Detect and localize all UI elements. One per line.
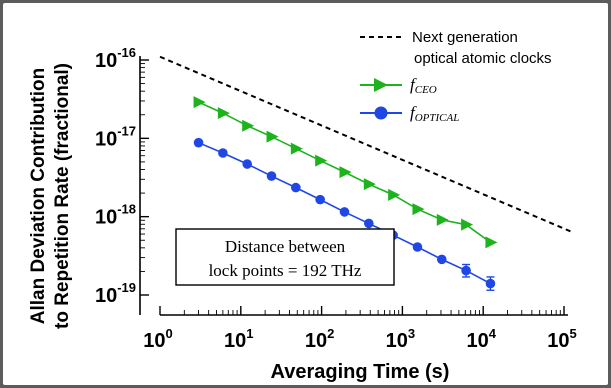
- y-axis-ticks: 10-16 10-17 10-18 10-19: [95, 45, 149, 307]
- legend: Next generation optical atomic clocks fC…: [360, 29, 552, 124]
- data-point-triangle: [315, 154, 328, 167]
- data-point-triangle: [436, 213, 449, 226]
- data-point-triangle: [193, 96, 206, 109]
- x-tick-label: 101: [224, 326, 253, 352]
- data-point-triangle: [412, 203, 425, 216]
- legend-dashed-label-line-2: optical atomic clocks: [414, 50, 552, 67]
- data-point-triangle: [388, 188, 401, 201]
- annotation-line-1: Distance between: [225, 237, 346, 256]
- data-point-circle: [266, 171, 277, 181]
- data-point-triangle: [363, 178, 376, 191]
- y-tick-label: 10-17: [95, 123, 136, 150]
- series-line-0: [159, 55, 571, 233]
- data-point-circle: [485, 278, 496, 289]
- data-point-circle: [364, 218, 374, 229]
- y-axis-title: Allan Deviation Contribution to Repetiti…: [28, 63, 73, 329]
- x-axis-title: Averaging Time (s): [271, 361, 450, 383]
- x-axis-ticks: 100 101 102 103 104 105: [143, 306, 577, 352]
- data-point-circle: [193, 137, 204, 148]
- data-point-triangle: [461, 218, 474, 231]
- data-point-triangle: [290, 142, 303, 155]
- data-point-circle: [291, 182, 301, 193]
- data-point-circle: [461, 265, 471, 276]
- data-point-triangle: [266, 130, 279, 143]
- data-point-circle: [412, 242, 423, 252]
- legend-green-marker: [374, 78, 388, 92]
- annotation-box: Distance between lock points = 192 THz: [175, 228, 395, 286]
- y-axis-title-line-2: to Repetition Rate (fractional): [52, 63, 73, 329]
- y-tick-label: 10-19: [95, 280, 136, 307]
- x-tick-label: 103: [386, 326, 415, 352]
- x-tick-label: 104: [466, 326, 496, 352]
- legend-dashed-label-line-1: Next generation: [412, 29, 518, 46]
- data-point-triangle: [485, 236, 498, 249]
- y-tick-label: 10-16: [95, 45, 136, 72]
- data-point-triangle: [217, 107, 230, 120]
- x-tick-label: 102: [305, 326, 334, 352]
- legend-green-label: fCEO: [410, 75, 437, 96]
- y-axis-title-line-1: Allan Deviation Contribution: [28, 68, 49, 325]
- annotation-line-2: lock points = 192 THz: [209, 261, 362, 280]
- data-point-triangle: [339, 166, 352, 179]
- legend-blue-label: fOPTICAL: [410, 103, 459, 124]
- data-point-circle: [242, 159, 252, 169]
- x-tick-label: 105: [547, 326, 576, 352]
- y-tick-label: 10-18: [95, 202, 136, 229]
- series-layer: [159, 55, 571, 291]
- data-point-circle: [339, 207, 350, 217]
- data-point-circle: [218, 148, 228, 158]
- data-point-triangle: [242, 119, 255, 132]
- annotation-border: [175, 228, 395, 286]
- x-tick-label: 100: [143, 326, 172, 352]
- figure-panel: [3, 3, 608, 385]
- data-point-circle: [436, 254, 447, 265]
- legend-blue-marker: [374, 106, 388, 120]
- data-point-circle: [315, 194, 325, 205]
